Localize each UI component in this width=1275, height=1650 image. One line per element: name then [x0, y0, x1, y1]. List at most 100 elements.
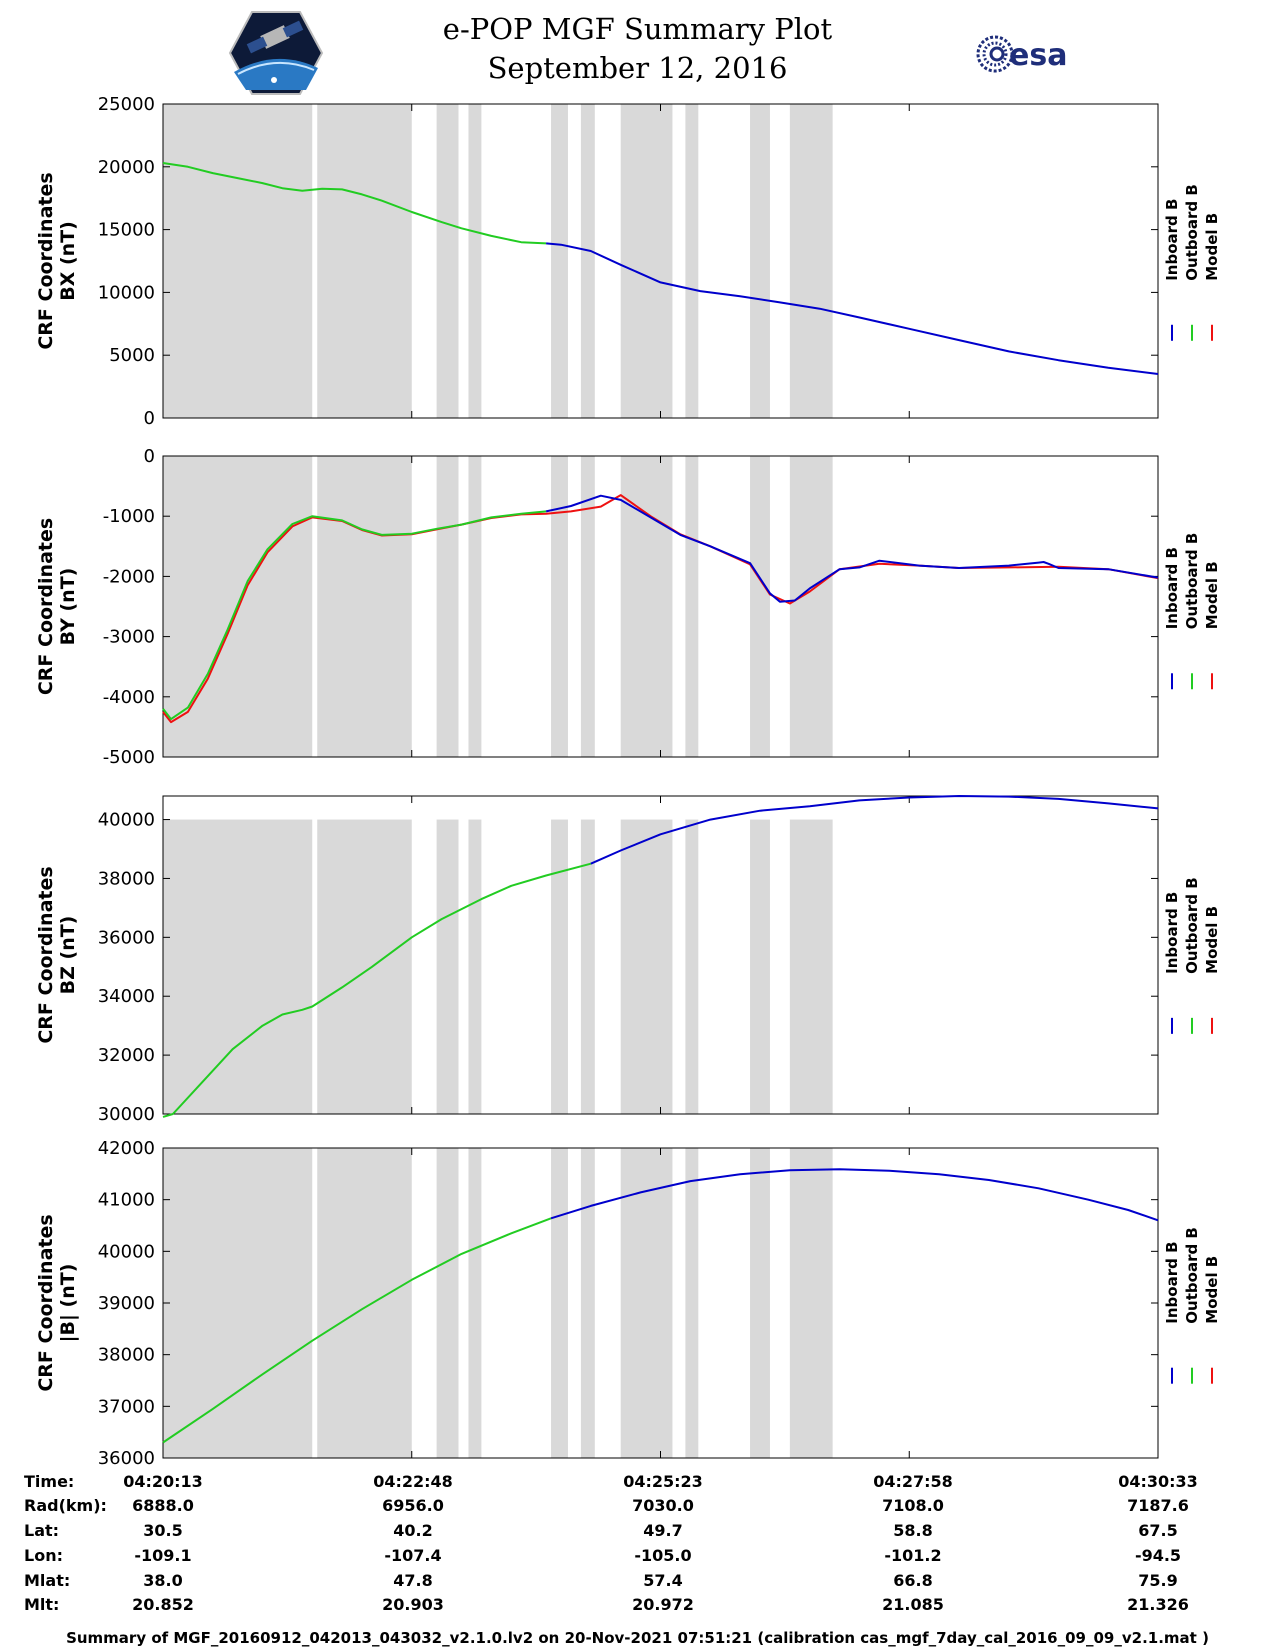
annotation-value: 04:30:33 — [1118, 1472, 1198, 1491]
shaded-gap — [580, 104, 595, 418]
legend-label-inboard: Inboard B — [1163, 199, 1181, 281]
shaded-gap — [317, 104, 412, 418]
y-axis-label-line: CRF Coordinates — [35, 866, 57, 1043]
legend-label-outboard: Outboard B — [1183, 1227, 1201, 1324]
annotation-row-label: Mlat: — [24, 1571, 71, 1590]
cassiope-logo-icon — [228, 11, 324, 95]
y-tick-label: 20000 — [98, 157, 155, 178]
annotation-value: 67.5 — [1138, 1521, 1178, 1540]
y-tick-label: 42000 — [98, 1138, 155, 1159]
series-inboard-line — [590, 795, 1159, 865]
shaded-gap — [789, 456, 833, 757]
y-tick-label: 39000 — [98, 1293, 155, 1314]
shaded-gap — [468, 1148, 482, 1458]
legend-label-inboard: Inboard B — [1163, 1241, 1181, 1323]
annotation-value: 21.326 — [1127, 1595, 1189, 1614]
shaded-gap — [163, 104, 313, 418]
shaded-gap — [789, 104, 833, 418]
shaded-gap — [789, 819, 833, 1114]
annotation-value: 58.8 — [893, 1521, 933, 1540]
y-tick-label: -4000 — [103, 687, 155, 708]
y-tick-label: 15000 — [98, 220, 155, 241]
legend-label-inboard: Inboard B — [1163, 547, 1181, 629]
annotation-value: 04:22:48 — [373, 1472, 453, 1491]
legend-label-inboard: Inboard B — [1163, 892, 1181, 974]
shaded-gap — [468, 104, 482, 418]
legend-label-outboard: Outboard B — [1183, 184, 1201, 281]
legend-label-model: Model B — [1203, 561, 1221, 629]
shaded-gap — [620, 819, 673, 1114]
annotation-value: 20.972 — [632, 1595, 694, 1614]
y-axis-label-line: BX (nT) — [57, 221, 79, 301]
y-axis-label-line: CRF Coordinates — [35, 172, 57, 349]
y-tick-label: 5000 — [109, 345, 155, 366]
y-tick-label: -3000 — [103, 627, 155, 648]
y-tick-label: 25000 — [98, 94, 155, 115]
annotation-value: 20.852 — [132, 1595, 194, 1614]
shaded-gap — [580, 1148, 595, 1458]
annotation-value: 6956.0 — [382, 1496, 444, 1515]
shaded-gap — [436, 104, 459, 418]
shaded-gap — [750, 1148, 770, 1458]
y-axis-label-line: CRF Coordinates — [35, 518, 57, 695]
shaded-gap — [468, 456, 482, 757]
annotation-value: 49.7 — [643, 1521, 683, 1540]
shaded-gap — [317, 819, 412, 1114]
y-tick-label: 30000 — [98, 1104, 155, 1125]
legend-label-outboard: Outboard B — [1183, 877, 1201, 974]
legend-label-outboard: Outboard B — [1183, 533, 1201, 630]
legend-label-model: Model B — [1203, 213, 1221, 281]
y-axis-label-line: BZ (nT) — [57, 916, 79, 995]
shaded-gap — [436, 456, 459, 757]
annotation-value: 6888.0 — [132, 1496, 194, 1515]
y-tick-label: 34000 — [98, 986, 155, 1007]
series-outboard-line — [162, 162, 547, 245]
series-model-line — [162, 494, 1159, 724]
shaded-gap — [685, 1148, 699, 1458]
annotation-value: 21.085 — [882, 1595, 944, 1614]
y-axis-label: CRF CoordinatesBX (nT) — [35, 172, 79, 349]
series-outboard-line — [162, 862, 592, 1118]
annotation-value: -101.2 — [884, 1546, 942, 1565]
shaded-gap — [551, 104, 568, 418]
annotation-value: -94.5 — [1134, 1546, 1182, 1565]
y-tick-label: 0 — [144, 446, 155, 467]
annotation-value: -107.4 — [384, 1546, 442, 1565]
shaded-gap — [551, 1148, 568, 1458]
shaded-gap — [436, 1148, 459, 1458]
shaded-gap — [317, 456, 412, 757]
shaded-gap — [750, 104, 770, 418]
shaded-gap — [163, 1148, 313, 1458]
annotation-value: 7030.0 — [632, 1496, 694, 1515]
y-tick-label: 36000 — [98, 1448, 155, 1469]
y-tick-label: -1000 — [103, 506, 155, 527]
plot-date: September 12, 2016 — [487, 51, 788, 85]
y-tick-label: 0 — [144, 408, 155, 429]
annotation-value: 40.2 — [393, 1521, 433, 1540]
shaded-gap — [317, 1148, 412, 1458]
annotation-value: 66.8 — [893, 1571, 933, 1590]
y-axis-label-line: BY (nT) — [57, 568, 79, 646]
y-tick-label: 36000 — [98, 927, 155, 948]
y-tick-label: 38000 — [98, 868, 155, 889]
y-axis-label-line: CRF Coordinates — [35, 1214, 57, 1391]
shaded-gap — [551, 819, 568, 1114]
y-tick-label: 38000 — [98, 1345, 155, 1366]
series-outboard-line — [162, 1217, 552, 1444]
shaded-gap — [580, 456, 595, 757]
y-tick-label: -5000 — [103, 747, 155, 768]
shaded-gap — [685, 456, 699, 757]
y-axis-label: CRF CoordinatesBY (nT) — [35, 518, 79, 695]
y-axis-label: CRF Coordinates|B| (nT) — [35, 1214, 79, 1391]
y-tick-label: -2000 — [103, 566, 155, 587]
shaded-gap — [620, 456, 673, 757]
series-inboard-line — [545, 494, 1159, 603]
annotation-value: 75.9 — [1138, 1571, 1178, 1590]
annotation-value: 04:27:58 — [873, 1472, 953, 1491]
shaded-gap — [750, 456, 770, 757]
shaded-gap — [750, 819, 770, 1114]
shaded-gap — [551, 456, 568, 757]
y-axis-label: CRF CoordinatesBZ (nT) — [35, 866, 79, 1043]
esa-logo-icon: esa — [976, 35, 1067, 73]
